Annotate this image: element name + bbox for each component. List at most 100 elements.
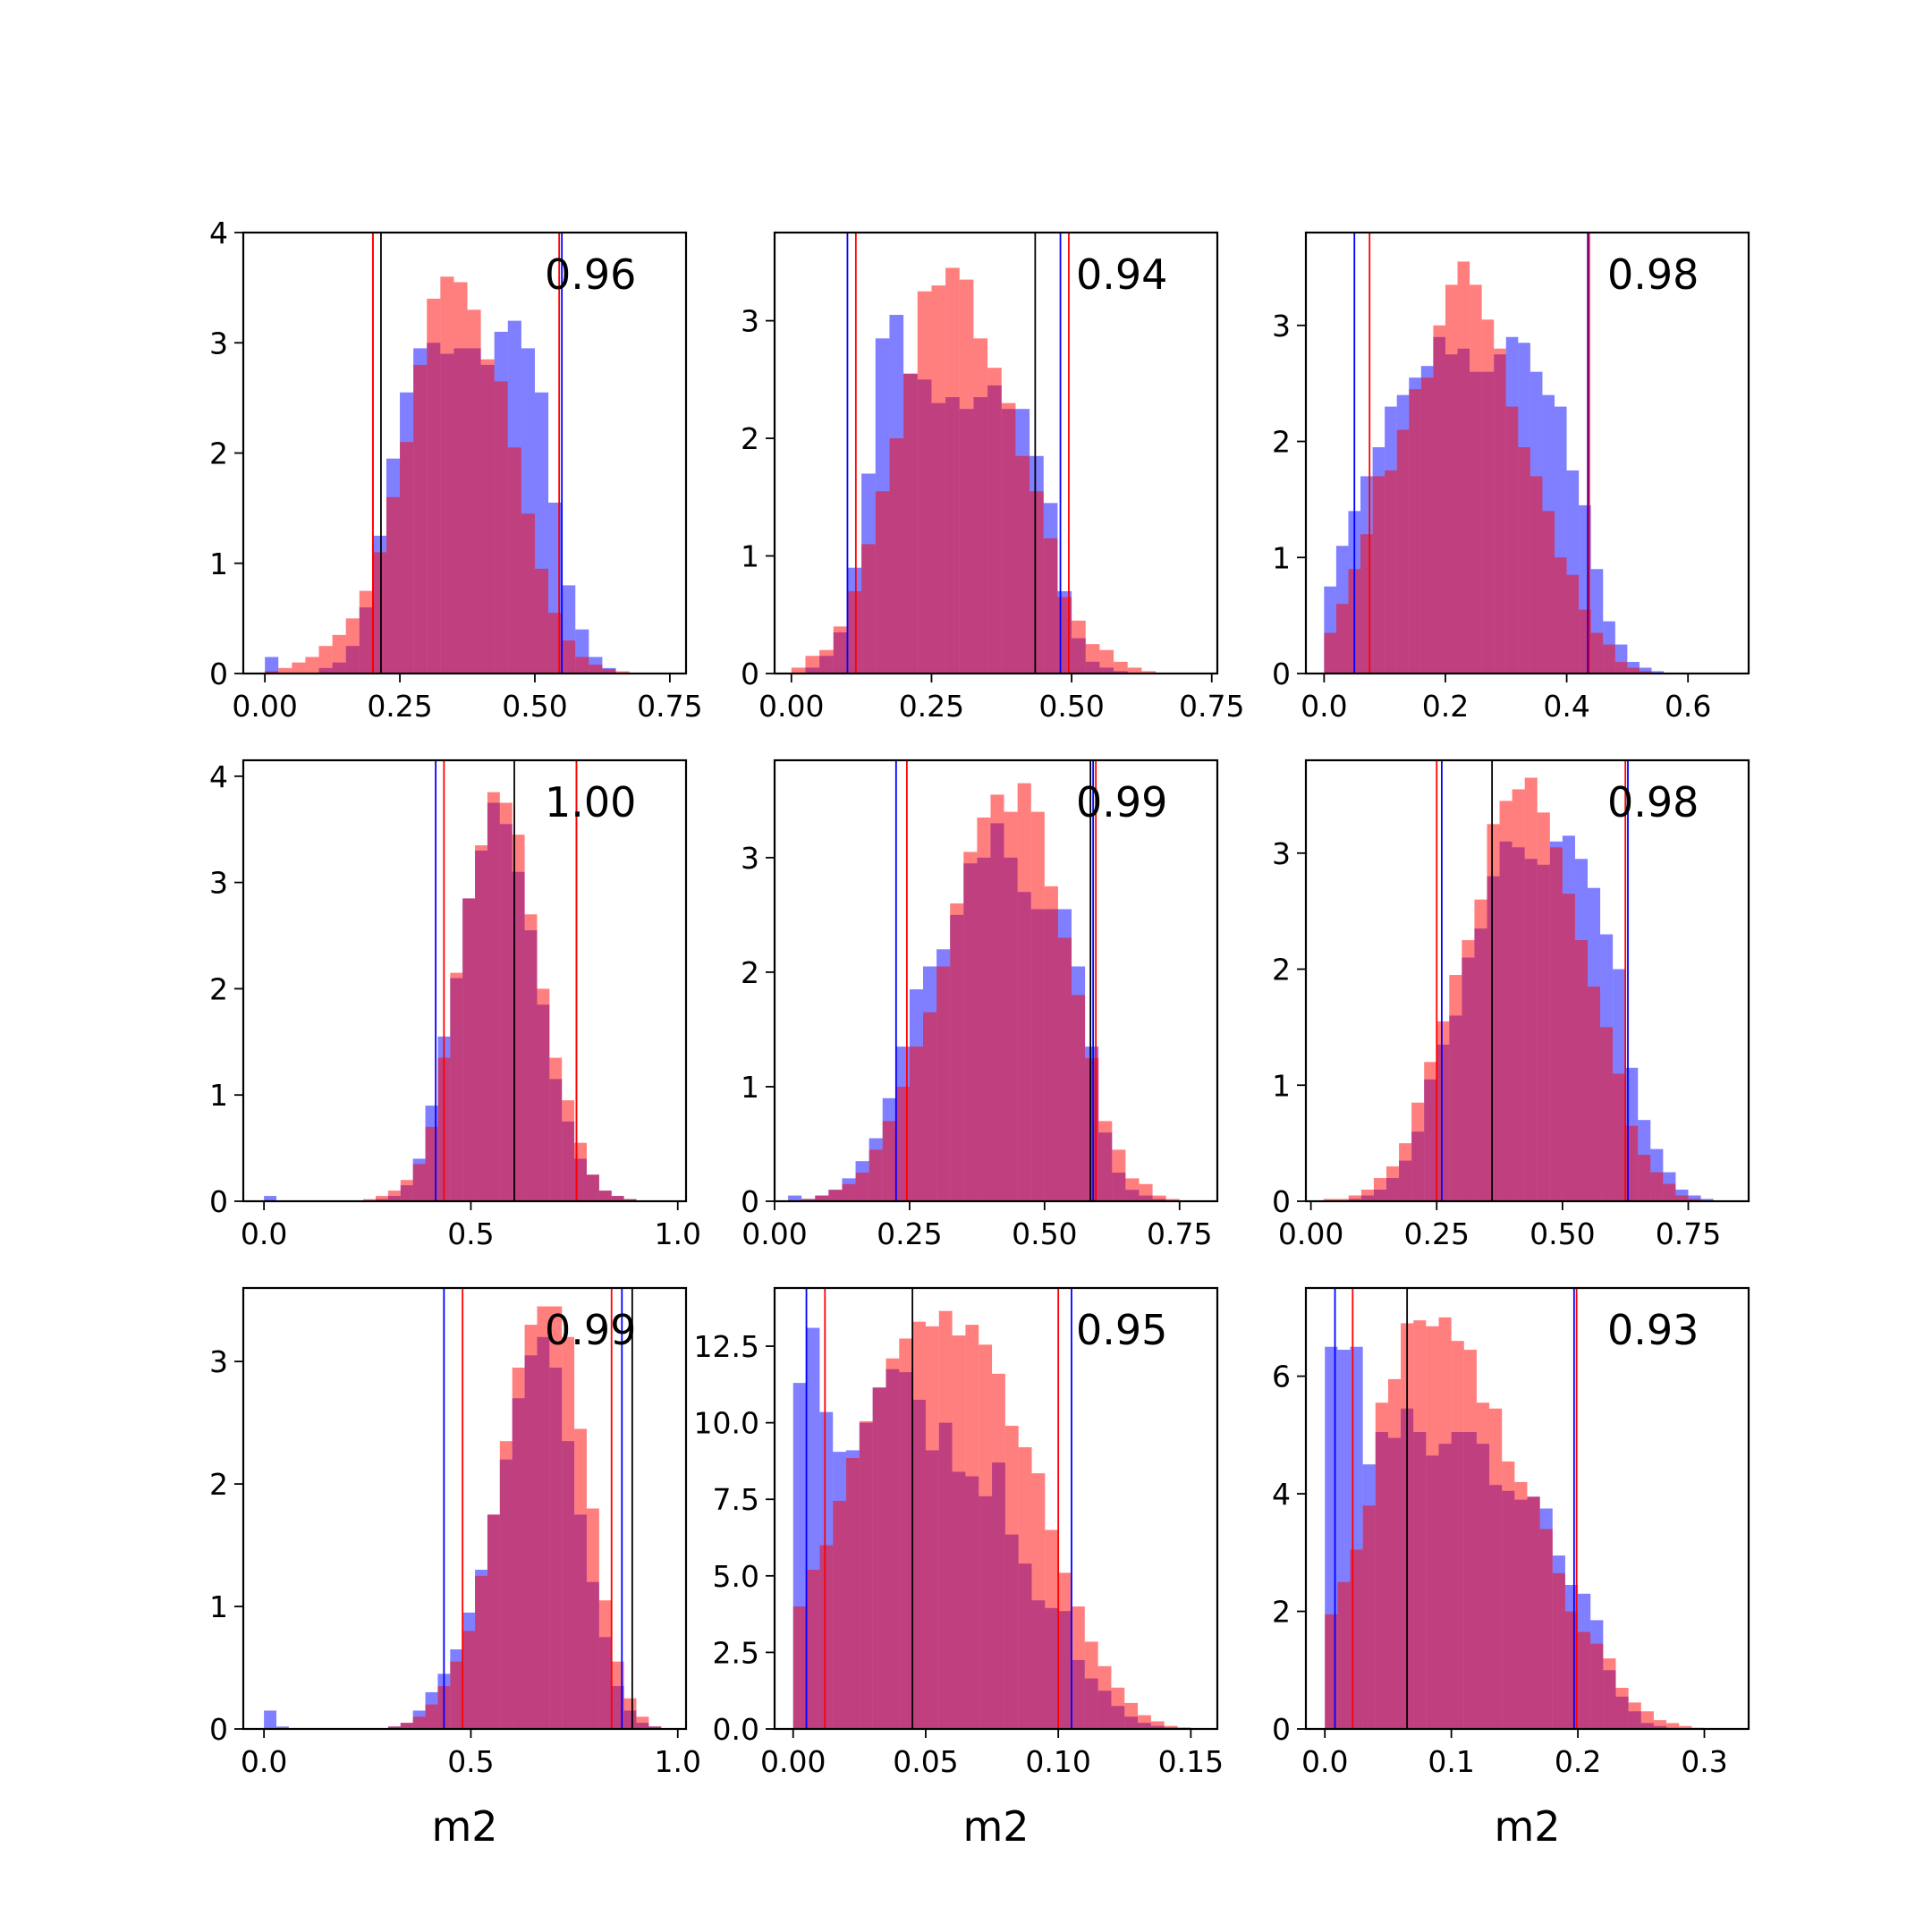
red-bar: [1004, 1426, 1019, 1729]
red-bar: [1653, 1720, 1667, 1729]
red-bar: [1324, 632, 1336, 674]
red-bar: [1426, 1326, 1439, 1729]
x-tick-label: 0.15: [1158, 1744, 1224, 1779]
x-tick-label: 0.10: [1025, 1744, 1090, 1779]
red-bar: [819, 649, 834, 674]
red-bar: [1085, 644, 1100, 674]
red-histogram: [265, 276, 630, 674]
blue-bar: [1639, 667, 1652, 674]
red-bar: [889, 438, 904, 674]
red-bar: [1603, 1658, 1616, 1729]
plot-area: [792, 1288, 1191, 1729]
red-bar: [292, 662, 306, 674]
red-bar: [886, 1358, 900, 1729]
red-bar: [1566, 574, 1580, 674]
x-tick-label: 0.75: [1179, 689, 1244, 724]
red-bar: [512, 1368, 525, 1729]
x-tick-label: 0.2: [1555, 1744, 1601, 1779]
red-bar: [537, 1306, 550, 1729]
x-tick-label: 0.5: [447, 1744, 494, 1779]
red-bar: [1057, 937, 1072, 1201]
red-bar: [1638, 1155, 1651, 1201]
y-tick-label: 3: [209, 326, 228, 360]
axes-frame: [773, 231, 1219, 675]
red-bar: [425, 1126, 438, 1201]
red-bar: [1112, 1149, 1126, 1201]
blue-bar: [276, 1726, 289, 1729]
red-bar: [400, 442, 414, 674]
x-tick-label: 0.05: [893, 1744, 958, 1779]
subplot-8: 0.00 0.05 0.10 0.15 0.0 2.5 5.0 7.5 10.0 12.5 0.95…: [694, 1286, 1224, 1851]
y-tick-label: 3: [1272, 309, 1291, 343]
red-bar: [425, 1704, 438, 1729]
red-bar: [1438, 1317, 1452, 1729]
red-bar: [359, 590, 373, 674]
red-bar: [990, 794, 1004, 1201]
subplot-2: 0.00 0.25 0.50 0.75 0 1 2 3 0.94: [741, 231, 1244, 724]
red-bar: [1542, 511, 1555, 674]
red-bar: [869, 1149, 883, 1201]
red-bar: [815, 1195, 829, 1201]
red-bar: [950, 903, 964, 1201]
red-bar: [936, 966, 951, 1201]
red-bar: [1433, 325, 1445, 674]
red-bar: [1688, 1199, 1701, 1201]
red-histogram: [792, 1310, 1191, 1729]
x-tick-label: 1.0: [655, 1216, 701, 1251]
x-tick-label: 0.25: [877, 1216, 942, 1251]
y-tick-label: 1: [209, 1589, 228, 1624]
blue-bar: [788, 1195, 802, 1201]
red-bar: [859, 1420, 873, 1729]
red-bar: [912, 1321, 926, 1729]
subplot-7: 0.0 0.5 1.0 0 1 2 3 0.99 m2: [209, 1286, 701, 1851]
x-tick-label: 0.00: [760, 1744, 826, 1779]
red-bar: [1031, 1473, 1046, 1729]
y-tick-label: 1: [741, 1070, 759, 1105]
red-bar: [1337, 1581, 1351, 1729]
red-bar: [1072, 620, 1086, 674]
red-bar: [1138, 1715, 1151, 1729]
axes-frame: [242, 1286, 688, 1731]
y-tick-label: 7.5: [713, 1482, 759, 1517]
axes-frame: [773, 758, 1219, 1203]
red-bar: [1666, 1723, 1680, 1729]
red-bar: [1323, 1199, 1336, 1201]
axes-frame: [242, 758, 688, 1203]
red-bar: [1018, 1447, 1032, 1729]
red-bar: [1045, 1530, 1059, 1729]
y-tick-label: 2: [209, 971, 228, 1006]
red-bar: [801, 1199, 816, 1201]
red-bar: [562, 1336, 575, 1729]
red-bar: [475, 1575, 487, 1729]
red-bar: [1004, 811, 1018, 1201]
red-bar: [1524, 777, 1538, 1201]
red-bar: [611, 1661, 624, 1729]
red-bar: [1663, 1183, 1676, 1201]
red-bar: [387, 1726, 401, 1729]
x-tick-label: 0.25: [367, 689, 432, 724]
red-bar: [842, 1183, 856, 1201]
y-tick-label: 0: [1272, 1184, 1291, 1219]
red-bar: [1043, 538, 1058, 674]
red-bar: [598, 1191, 612, 1201]
red-bar: [1385, 470, 1397, 674]
y-tick-label: 5.0: [713, 1559, 759, 1594]
red-bar: [938, 1310, 953, 1729]
y-tick-label: 2: [1272, 953, 1291, 987]
axes-frame: [1304, 231, 1750, 675]
y-tick-label: 0: [209, 1712, 228, 1747]
red-bar: [534, 568, 549, 674]
red-bar: [1099, 649, 1114, 674]
red-bar: [792, 1606, 807, 1729]
y-tick-label: 2: [741, 421, 759, 456]
y-tick-label: 12.5: [694, 1329, 759, 1364]
y-tick-label: 3: [209, 866, 228, 901]
red-bar: [372, 552, 386, 674]
red-bar: [1614, 662, 1628, 674]
red-bar: [945, 267, 960, 674]
x-tick-label: 0.50: [1530, 1216, 1595, 1251]
x-tick-label: 0.6: [1665, 689, 1711, 724]
red-bar: [791, 667, 806, 674]
red-histogram: [1324, 261, 1652, 674]
